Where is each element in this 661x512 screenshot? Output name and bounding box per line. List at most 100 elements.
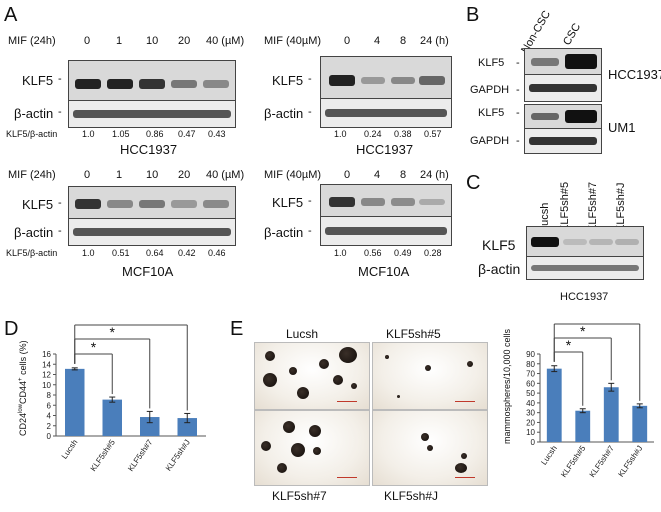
blot-row-label: GAPDH [470, 84, 510, 96]
ratio-value: 0.42 [178, 248, 196, 258]
cell-line-label: HCC1937 [356, 142, 414, 157]
dose-0: 0 [84, 169, 91, 181]
blot-row-label: β-actin [14, 106, 54, 121]
y-tick-label: 6 [47, 401, 52, 410]
blot-klf5 [68, 186, 236, 220]
ratio-value: 0.43 [208, 129, 226, 139]
chart-d: 0 2 4 6 8 10 12 14 16 Lucsh KLF5sh#5 KLF5sh#7 KLF5sh… [0, 310, 230, 507]
blot-klf5 [524, 104, 602, 130]
ratio-value: 1.05 [112, 129, 130, 139]
ratio-value: 0.38 [394, 129, 412, 139]
y-tick-label: 12 [42, 371, 51, 380]
y-tick-label: 90 [526, 350, 535, 359]
y-tick-label: 20 [526, 418, 535, 427]
blot-row-label: KLF5 [22, 73, 54, 88]
panel-label-e: E [230, 318, 244, 340]
x-tick-label: KLF5sh#7 [126, 438, 155, 473]
x-tick-label: KLF5sh#5 [89, 438, 118, 473]
blot-row-label: β-actin [264, 106, 304, 121]
y-axis-label: CD24lowCD44+ cells (%) [18, 340, 28, 436]
ratio-value: 1.0 [334, 129, 347, 139]
lane-label: KLF5sh#J [615, 182, 627, 232]
blot-row-label: β-actin [14, 225, 54, 240]
blot-actin [68, 100, 236, 128]
x-tick-label: KLF5sh#J [616, 444, 644, 479]
ratio-value: 1.0 [82, 248, 95, 258]
x-tick-label: KLF5sh#J [164, 438, 192, 473]
ratio-value: 0.49 [394, 248, 412, 258]
x-tick-label: KLF5sh#5 [559, 444, 588, 479]
y-tick-label: 50 [526, 389, 535, 398]
lane-label: KLF5sh#7 [587, 181, 599, 232]
blot-actin [68, 218, 236, 246]
bar [177, 418, 197, 436]
blot-gapdh [524, 74, 602, 102]
y-tick-label: 80 [526, 360, 535, 369]
group-label: UM1 [608, 120, 636, 135]
ratio-value: 0.24 [364, 129, 382, 139]
ratio-value: 0.46 [208, 248, 226, 258]
ratio-value: 0.64 [146, 248, 164, 258]
y-tick-label: 8 [47, 391, 52, 400]
y-tick-label: 16 [42, 350, 51, 359]
blot-row-label: β-actin [264, 225, 304, 240]
blot-row-label: KLF5 [272, 73, 304, 88]
treatment-label: MIF (40µM) [264, 169, 322, 181]
micrograph-klf5sh5 [372, 342, 488, 410]
significance-star: * [110, 324, 116, 340]
y-tick-label: 70 [526, 370, 535, 379]
time-1: 4 [374, 35, 381, 47]
blot-actin [320, 98, 452, 128]
y-tick-label: 60 [526, 379, 535, 388]
blot-row-label: GAPDH [470, 135, 510, 147]
y-tick-label: 10 [42, 381, 51, 390]
dose-4: 40 (µM) [206, 35, 245, 47]
ratio-label: KLF5/β-actin [6, 129, 58, 139]
blot-row-label: β-actin [478, 261, 521, 277]
bar [575, 410, 591, 442]
treatment-label: MIF (24h) [8, 169, 56, 181]
x-tick-label: Lucsh [60, 438, 80, 461]
blot-row-label: KLF5 [482, 237, 516, 253]
y-tick-label: 0 [531, 438, 536, 447]
panel-label-a: A [4, 4, 18, 26]
chart-e: 0 10 20 30 40 50 60 70 80 90 Lucsh KLF5sh#5 KLF5sh#7… [490, 309, 661, 507]
image-label: KLF5sh#J [384, 489, 439, 503]
bar [603, 387, 619, 442]
ratio-value: 0.47 [178, 129, 196, 139]
bar [65, 368, 85, 436]
x-tick-label: KLF5sh#7 [588, 444, 617, 479]
blot-klf5 [526, 226, 644, 258]
time-2: 8 [400, 169, 407, 181]
micrograph-klf5sh7 [254, 410, 370, 486]
y-tick-label: 0 [47, 432, 52, 441]
blot-klf5 [68, 60, 236, 102]
ratio-value: 0.56 [364, 248, 382, 258]
cell-line-label: MCF10A [358, 264, 410, 279]
y-tick-label: 2 [47, 422, 52, 431]
micrograph-klf5shj [372, 410, 488, 486]
panel-label-b: B [466, 4, 480, 26]
ratio-value: 0.86 [146, 129, 164, 139]
micrograph-lucsh [254, 342, 370, 410]
cell-line-label: MCF10A [122, 264, 174, 279]
y-tick-label: 30 [526, 409, 535, 418]
significance-star: * [594, 318, 600, 325]
treatment-label: MIF (24h) [8, 35, 56, 47]
image-label: Lucsh [286, 327, 319, 341]
image-label: KLF5sh#7 [272, 489, 327, 503]
cell-line-label: HCC1937 [120, 142, 178, 157]
cell-line-label: HCC1937 [560, 291, 609, 303]
y-tick-label: 40 [526, 399, 535, 408]
significance-star: * [580, 323, 586, 339]
time-1: 4 [374, 169, 381, 181]
x-tick-label: Lucsh [539, 444, 559, 467]
ratio-value: 0.57 [424, 129, 442, 139]
dose-0: 0 [84, 35, 91, 47]
y-tick-label: 14 [42, 360, 51, 369]
bar [140, 417, 160, 436]
blot-klf5 [320, 56, 452, 100]
blot-actin [526, 256, 644, 280]
